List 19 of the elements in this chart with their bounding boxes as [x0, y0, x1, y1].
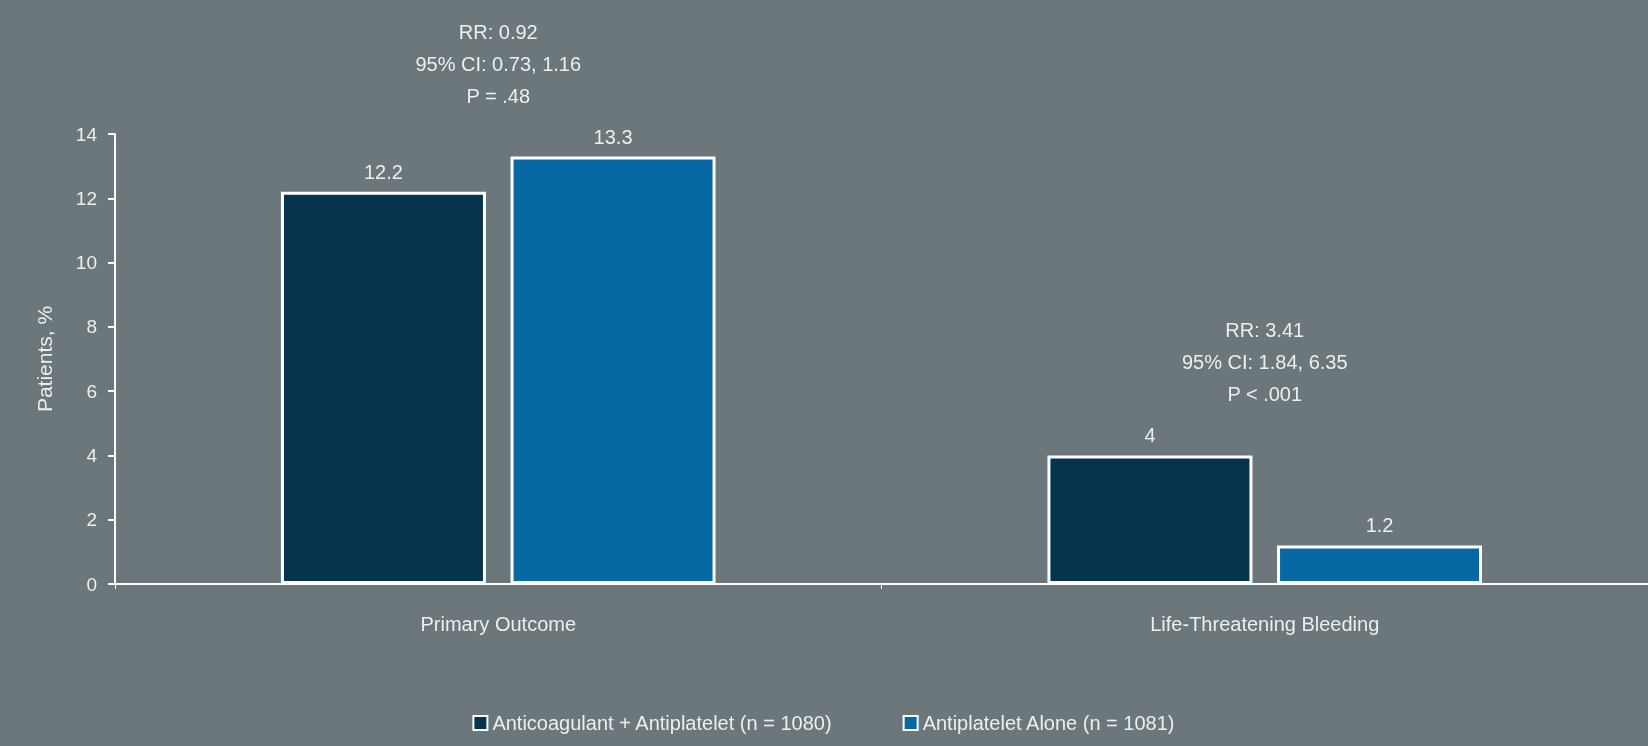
- data-label: 13.3: [593, 125, 633, 148]
- y-tick-label: 10: [75, 252, 97, 274]
- y-axis-title: Patients, %: [33, 305, 56, 413]
- y-tick-label: 4: [86, 444, 98, 466]
- text: RR: 0.92 95% CI: 0.73, 1.16 P = .48: [415, 20, 582, 107]
- y-tick-label: 14: [75, 123, 98, 145]
- x-tick-label: Primary Outcome: [420, 613, 577, 635]
- y-tick-label: 8: [86, 316, 97, 338]
- y-tick-label: 0: [86, 573, 97, 595]
- legend-label: Anticoagulant + Antiplatelet (n = 1080): [492, 712, 832, 734]
- annotation: RR: 3.41 95% CI: 1.84, 6.35 P < .001: [1181, 319, 1348, 406]
- y-tick-label: 6: [86, 380, 97, 402]
- data-label: 12.2: [363, 160, 403, 183]
- y-tick-label: 12: [75, 187, 97, 209]
- legend-label: Antiplatelet Alone (n = 1081): [922, 712, 1175, 734]
- y-tick-label: 2: [86, 509, 97, 531]
- data-label: 1.2: [1365, 514, 1394, 537]
- data-label: 4: [1144, 424, 1156, 447]
- x-tick-label: Life-Threatening Bleeding: [1150, 613, 1380, 635]
